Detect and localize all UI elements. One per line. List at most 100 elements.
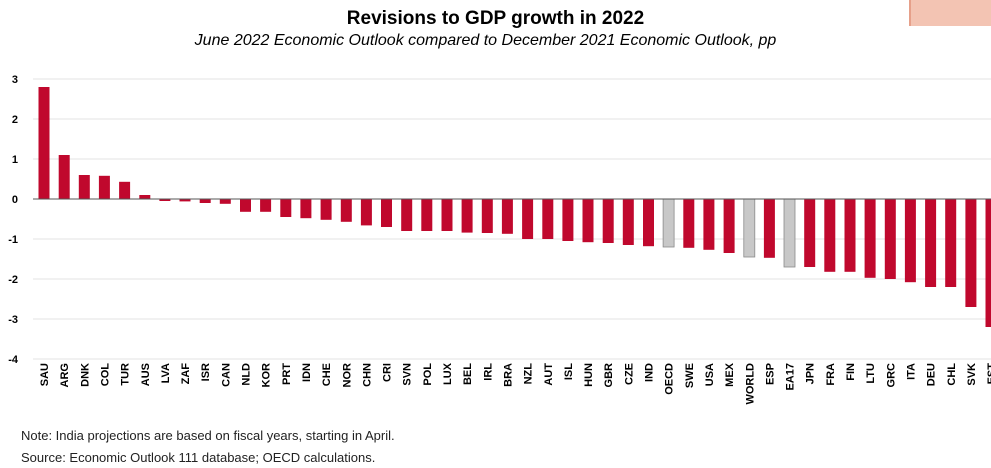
- bar-svn: [401, 199, 413, 231]
- bar-bra: [501, 199, 513, 234]
- x-tick-label: LUX: [442, 362, 454, 385]
- bar-svk: [965, 199, 977, 307]
- x-tick-label: CAN: [220, 363, 232, 387]
- x-tick-label: AUT: [543, 363, 555, 386]
- x-tick-label: NOR: [341, 363, 353, 388]
- bar-ea17: [783, 198, 796, 268]
- x-tick-label: ISR: [200, 363, 212, 381]
- x-tick-label: LTU: [865, 363, 877, 384]
- x-tick-label: GRC: [885, 363, 897, 388]
- x-tick-label: CHE: [321, 363, 333, 386]
- bar-cri: [381, 199, 392, 227]
- chart-source: Source: Economic Outlook 111 database; O…: [21, 450, 376, 465]
- x-tick-label: FIN: [845, 363, 857, 381]
- bar-aus: [139, 195, 151, 199]
- x-tick-label: PRT: [281, 363, 293, 385]
- x-tick-label: HUN: [583, 363, 595, 387]
- y-tick-label: 2: [12, 114, 18, 126]
- bar-prt: [280, 199, 292, 217]
- x-tick-label: BRA: [502, 363, 514, 387]
- chart-title: Revisions to GDP growth in 2022: [346, 8, 645, 29]
- y-tick-label: -3: [8, 314, 18, 326]
- x-tick-label: NZL: [523, 363, 535, 385]
- bar-chart: -4 -3 -2 -1 0 1 2 3 SAU ARG DNK COL TUR AUS LVA ZAF ISR C…: [8, 74, 991, 405]
- x-tick-label: IRL: [482, 363, 494, 381]
- bar-chn: [360, 199, 372, 226]
- bar-idn: [300, 199, 312, 219]
- bar-jpn: [804, 199, 816, 267]
- x-tick-label: CZE: [623, 363, 635, 385]
- bar-zaf: [179, 199, 191, 202]
- bar-cze: [622, 199, 634, 245]
- bar-isl: [562, 199, 574, 241]
- bar-irl: [481, 199, 493, 233]
- bar-gbr: [602, 199, 614, 243]
- x-tick-label: AUS: [140, 363, 152, 386]
- y-tick-label: -2: [8, 274, 18, 286]
- bar-bel: [461, 199, 473, 233]
- x-tick-label: ESP: [764, 363, 776, 385]
- x-tick-label: ISL: [563, 363, 575, 380]
- x-tick-label: TUR: [120, 363, 132, 386]
- bar-nzl: [522, 199, 534, 239]
- y-tick-label: 0: [12, 194, 18, 206]
- x-tick-label: IND: [644, 363, 656, 382]
- x-tick-label: CHL: [946, 363, 958, 386]
- bar-dnk: [78, 175, 90, 199]
- x-tick-label: JPN: [805, 363, 817, 384]
- y-tick-label: 1: [12, 154, 18, 166]
- x-tick-label: FRA: [825, 363, 837, 386]
- x-tick-label: NLD: [241, 363, 253, 386]
- bar-ltu: [864, 199, 876, 278]
- bar-oecd: [662, 198, 675, 248]
- x-tick-label: IDN: [301, 363, 313, 382]
- bar-fin: [844, 199, 856, 272]
- bar-tur: [119, 181, 131, 199]
- bar-lux: [441, 199, 453, 231]
- x-tick-label: ARG: [59, 363, 71, 387]
- x-tick-label: MEX: [724, 362, 736, 387]
- x-tick-label: OECD: [664, 363, 676, 395]
- bar-mex: [723, 199, 735, 253]
- bar-arg: [58, 155, 70, 199]
- x-tick-label: ITA: [905, 363, 917, 380]
- bar-usa: [703, 199, 715, 250]
- x-tick-label: SVK: [966, 363, 978, 386]
- x-tick-label: LVA: [160, 363, 172, 383]
- bar-ind: [643, 199, 654, 247]
- corner-decoration: [909, 0, 991, 26]
- bar-sau: [38, 87, 50, 199]
- x-tick-label: KOR: [261, 363, 273, 388]
- x-tick-label: EST: [986, 363, 991, 385]
- bar-col: [98, 175, 110, 199]
- x-tick-label: DNK: [79, 363, 91, 387]
- bar-fra: [824, 199, 836, 272]
- bar-aut: [542, 199, 554, 239]
- bar-pol: [421, 199, 433, 231]
- x-tick-label: CRI: [382, 363, 394, 382]
- x-tick-label: GBR: [603, 363, 615, 388]
- bar-ita: [904, 199, 916, 283]
- x-tick-label: EA17: [785, 363, 797, 391]
- bar-can: [219, 199, 231, 204]
- bar-hun: [582, 199, 594, 243]
- bar-kor: [260, 199, 272, 212]
- bar-esp: [763, 199, 775, 258]
- bar-nor: [340, 199, 352, 222]
- y-tick-label: -1: [8, 234, 18, 246]
- bar-isr: [199, 199, 211, 203]
- x-tick-label: WORLD: [744, 363, 756, 405]
- bar-lva: [159, 199, 171, 201]
- bar-nld: [240, 199, 251, 212]
- y-tick-label: -4: [8, 354, 19, 366]
- bar-grc: [884, 199, 896, 279]
- bar-swe: [683, 199, 695, 248]
- bar-che: [320, 199, 332, 220]
- chart-note: Note: India projections are based on fis…: [21, 428, 395, 443]
- x-tick-label: ZAF: [180, 363, 192, 385]
- x-tick-label: DEU: [926, 363, 938, 386]
- x-tick-label: BEL: [462, 363, 474, 385]
- x-tick-label: CHN: [361, 363, 373, 387]
- x-tick-label: SAU: [39, 363, 51, 386]
- x-tick-label: SVN: [402, 363, 414, 386]
